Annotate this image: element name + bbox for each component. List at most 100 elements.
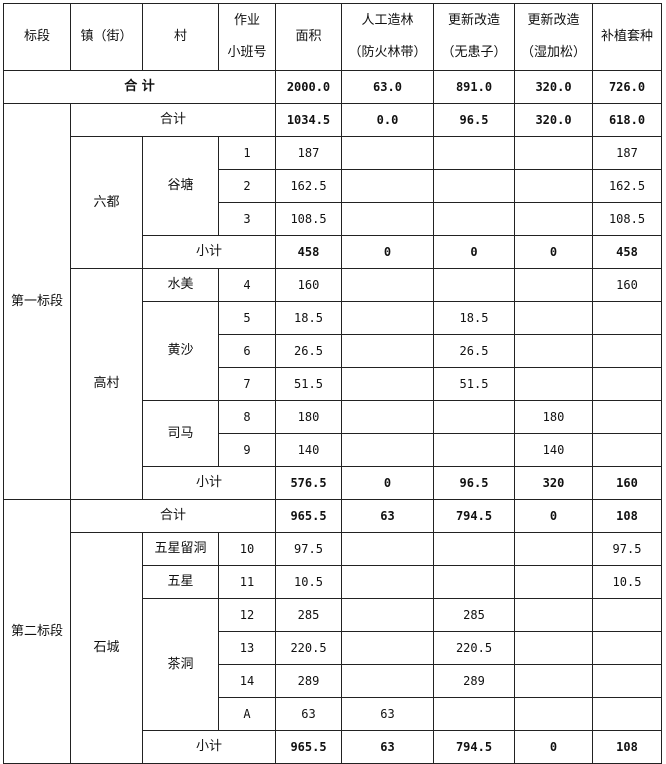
value-cell — [592, 631, 662, 665]
value-cell — [341, 136, 434, 170]
value-cell: 285 — [433, 598, 515, 632]
value-cell: 160 — [592, 466, 662, 500]
value-cell — [514, 334, 593, 368]
value-cell — [592, 367, 662, 401]
plot-id: 5 — [218, 301, 276, 335]
value-cell — [514, 202, 593, 236]
value-cell — [341, 367, 434, 401]
value-cell — [514, 367, 593, 401]
value-cell: 140 — [514, 433, 593, 467]
plot-row: 五星 11 10.5 10.5 — [4, 565, 662, 599]
plot-row: 六都 谷塘 1 187 187 — [4, 136, 662, 269]
plot-row: 7 51.5 51.5 — [4, 367, 662, 401]
column-header: 面积 — [275, 3, 342, 71]
value-cell — [592, 664, 662, 698]
value-cell: 1034.5 — [275, 103, 342, 137]
town-name: 石城 — [70, 532, 143, 764]
value-cell: 794.5 — [433, 730, 515, 764]
value-cell: 285 — [275, 598, 342, 632]
plot-id: 11 — [218, 565, 276, 599]
value-cell — [341, 664, 434, 698]
section-total-label: 合计 — [70, 499, 276, 533]
section-total-row: 第二标段 合计 965.5 63 794.5 0 108 — [3, 499, 662, 764]
section-total-label: 合计 — [70, 103, 276, 137]
value-cell — [433, 565, 515, 599]
plot-row: 14 289 289 — [4, 664, 662, 698]
town-name: 高村 — [70, 268, 143, 500]
value-cell — [514, 697, 593, 731]
value-cell — [592, 697, 662, 731]
plot-id: 8 — [218, 400, 276, 434]
village-name: 水美 — [142, 268, 219, 302]
value-cell: 180 — [275, 400, 342, 434]
value-cell: 96.5 — [433, 466, 515, 500]
value-cell — [514, 598, 593, 632]
column-header: 镇（街） — [70, 3, 143, 71]
value-cell — [341, 532, 434, 566]
value-cell: 162.5 — [592, 169, 662, 203]
value-cell: 0 — [341, 466, 434, 500]
plot-id: 7 — [218, 367, 276, 401]
subtotal-label: 小计 — [142, 730, 276, 764]
value-cell — [514, 268, 593, 302]
value-cell — [341, 598, 434, 632]
value-cell: 320.0 — [514, 103, 593, 137]
value-cell: 320.0 — [514, 70, 593, 104]
value-cell — [433, 136, 515, 170]
subtotal-label: 小计 — [142, 466, 276, 500]
plot-id: 2 — [218, 169, 276, 203]
value-cell: 162.5 — [275, 169, 342, 203]
value-cell: 108 — [592, 499, 662, 533]
value-cell: 10.5 — [592, 565, 662, 599]
value-cell: 0.0 — [341, 103, 434, 137]
village-name: 司马 — [142, 400, 219, 467]
column-header: 标段 — [3, 3, 71, 71]
value-cell: 187 — [275, 136, 342, 170]
value-cell: 220.5 — [275, 631, 342, 665]
value-cell: 63 — [341, 499, 434, 533]
column-header: 村 — [142, 3, 219, 71]
value-cell — [341, 202, 434, 236]
forestry-area-table: 标段 镇（街）村作业 小班号 面积 人工造林 （防火林带） 更新改造 （无患子） 更新改造… — [3, 3, 662, 764]
value-cell: 18.5 — [433, 301, 515, 335]
value-cell — [433, 202, 515, 236]
value-cell — [514, 664, 593, 698]
value-cell: 2000.0 — [275, 70, 342, 104]
subtotal-row: 小计 576.5 0 96.5 320 160 — [4, 466, 662, 500]
value-cell: 160 — [592, 268, 662, 302]
value-cell: 0 — [514, 730, 593, 764]
value-cell: 63.0 — [341, 70, 434, 104]
value-cell — [341, 631, 434, 665]
value-cell — [514, 136, 593, 170]
value-cell: 891.0 — [433, 70, 515, 104]
value-cell: 289 — [433, 664, 515, 698]
village-name: 茶洞 — [142, 598, 219, 731]
value-cell — [341, 334, 434, 368]
value-cell: 108.5 — [592, 202, 662, 236]
value-cell: 320 — [514, 466, 593, 500]
value-cell: 97.5 — [592, 532, 662, 566]
value-cell — [592, 598, 662, 632]
value-cell — [514, 169, 593, 203]
value-cell: 140 — [275, 433, 342, 467]
value-cell — [592, 301, 662, 335]
value-cell: 0 — [514, 499, 593, 533]
value-cell: 51.5 — [275, 367, 342, 401]
value-cell — [341, 169, 434, 203]
plot-id: 13 — [218, 631, 276, 665]
value-cell: 0 — [433, 235, 515, 269]
value-cell: 965.5 — [275, 730, 342, 764]
value-cell: 794.5 — [433, 499, 515, 533]
subtotal-row: 小计 965.5 63 794.5 0 108 — [4, 730, 662, 764]
value-cell: 618.0 — [592, 103, 662, 137]
value-cell — [341, 565, 434, 599]
value-cell — [592, 433, 662, 467]
plot-id: 10 — [218, 532, 276, 566]
value-cell: 18.5 — [275, 301, 342, 335]
column-header: 补植套种 — [592, 3, 662, 71]
value-cell: 26.5 — [275, 334, 342, 368]
plot-id: 9 — [218, 433, 276, 467]
value-cell: 726.0 — [592, 70, 662, 104]
value-cell — [341, 268, 434, 302]
value-cell — [341, 400, 434, 434]
